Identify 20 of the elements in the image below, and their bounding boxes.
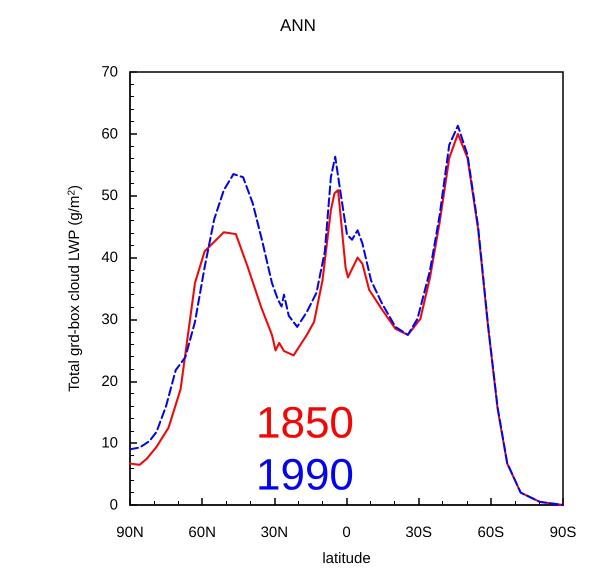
y-axis-title: Total grd-box cloud LWP (g/m2): [66, 184, 83, 392]
x-tick-label: 90S: [550, 524, 576, 541]
y-tick-label: 60: [101, 125, 118, 142]
chart-title: ANN: [280, 16, 316, 35]
x-tick-label: 30N: [260, 524, 288, 541]
y-tick-label: 30: [101, 310, 118, 328]
y-tick-label: 70: [101, 64, 118, 80]
x-tick-label: 30S: [405, 524, 432, 541]
y-tick-label: 0: [110, 496, 118, 514]
x-tick-label: 0: [342, 524, 351, 541]
x-axis-title: latitude: [322, 550, 371, 567]
y-tick-label: 20: [101, 372, 118, 390]
x-tick-label: 60N: [188, 524, 216, 541]
y-tick-label: 50: [101, 187, 118, 204]
x-tick-label: 60S: [477, 524, 504, 541]
x-tick-label: 90N: [116, 524, 144, 541]
text: 1990: [256, 450, 354, 500]
series-label: 1850: [256, 398, 354, 448]
y-tick-label: 10: [101, 434, 118, 452]
y-tick-label: 40: [101, 249, 118, 266]
